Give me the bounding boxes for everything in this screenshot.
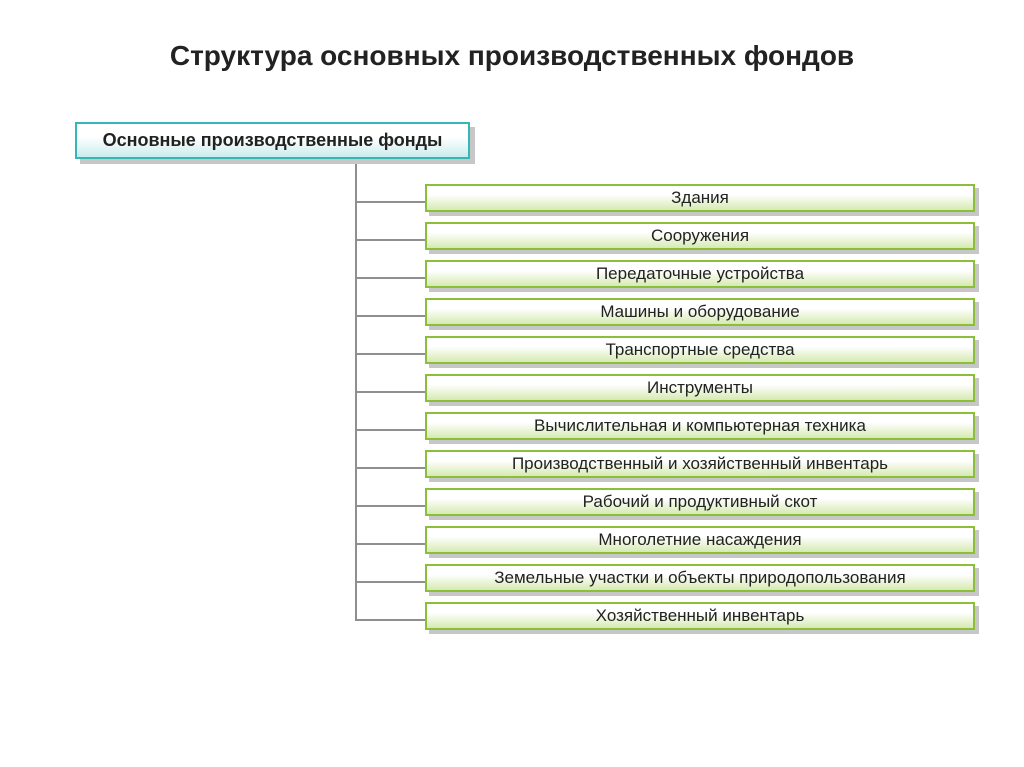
connector-branch	[355, 505, 425, 507]
child-label: Сооружения	[425, 222, 975, 250]
child-label: Хозяйственный инвентарь	[425, 602, 975, 630]
root-label: Основные производственные фонды	[75, 122, 470, 159]
child-node: Сооружения	[425, 222, 975, 254]
child-node: Вычислительная и компьютерная техника	[425, 412, 975, 444]
connector-branch	[355, 619, 425, 621]
child-node: Транспортные средства	[425, 336, 975, 368]
child-node: Машины и оборудование	[425, 298, 975, 330]
connector-branch	[355, 543, 425, 545]
child-node: Многолетние насаждения	[425, 526, 975, 558]
root-node: Основные производственные фонды	[75, 122, 475, 164]
connector-branch	[355, 353, 425, 355]
child-node: Рабочий и продуктивный скот	[425, 488, 975, 520]
child-label: Многолетние насаждения	[425, 526, 975, 554]
connector-branch	[355, 201, 425, 203]
child-label: Передаточные устройства	[425, 260, 975, 288]
connector-branch	[355, 315, 425, 317]
child-label: Инструменты	[425, 374, 975, 402]
child-label: Вычислительная и компьютерная техника	[425, 412, 975, 440]
connector-branch	[355, 239, 425, 241]
connector-branch	[355, 467, 425, 469]
connector-branch	[355, 581, 425, 583]
child-label: Производственный и хозяйственный инвента…	[425, 450, 975, 478]
child-node: Инструменты	[425, 374, 975, 406]
child-node: Земельные участки и объекты природопольз…	[425, 564, 975, 596]
slide-title: Структура основных производственных фонд…	[40, 40, 984, 72]
child-node: Передаточные устройства	[425, 260, 975, 292]
child-node: Производственный и хозяйственный инвента…	[425, 450, 975, 482]
connector-branch	[355, 429, 425, 431]
connector-branch	[355, 277, 425, 279]
child-label: Земельные участки и объекты природопольз…	[425, 564, 975, 592]
child-label: Рабочий и продуктивный скот	[425, 488, 975, 516]
child-node: Здания	[425, 184, 975, 216]
connector-branch	[355, 391, 425, 393]
child-label: Транспортные средства	[425, 336, 975, 364]
child-node: Хозяйственный инвентарь	[425, 602, 975, 634]
child-label: Здания	[425, 184, 975, 212]
org-diagram: Основные производственные фонды ЗданияСо…	[75, 122, 984, 164]
slide: Структура основных производственных фонд…	[0, 0, 1024, 767]
child-label: Машины и оборудование	[425, 298, 975, 326]
